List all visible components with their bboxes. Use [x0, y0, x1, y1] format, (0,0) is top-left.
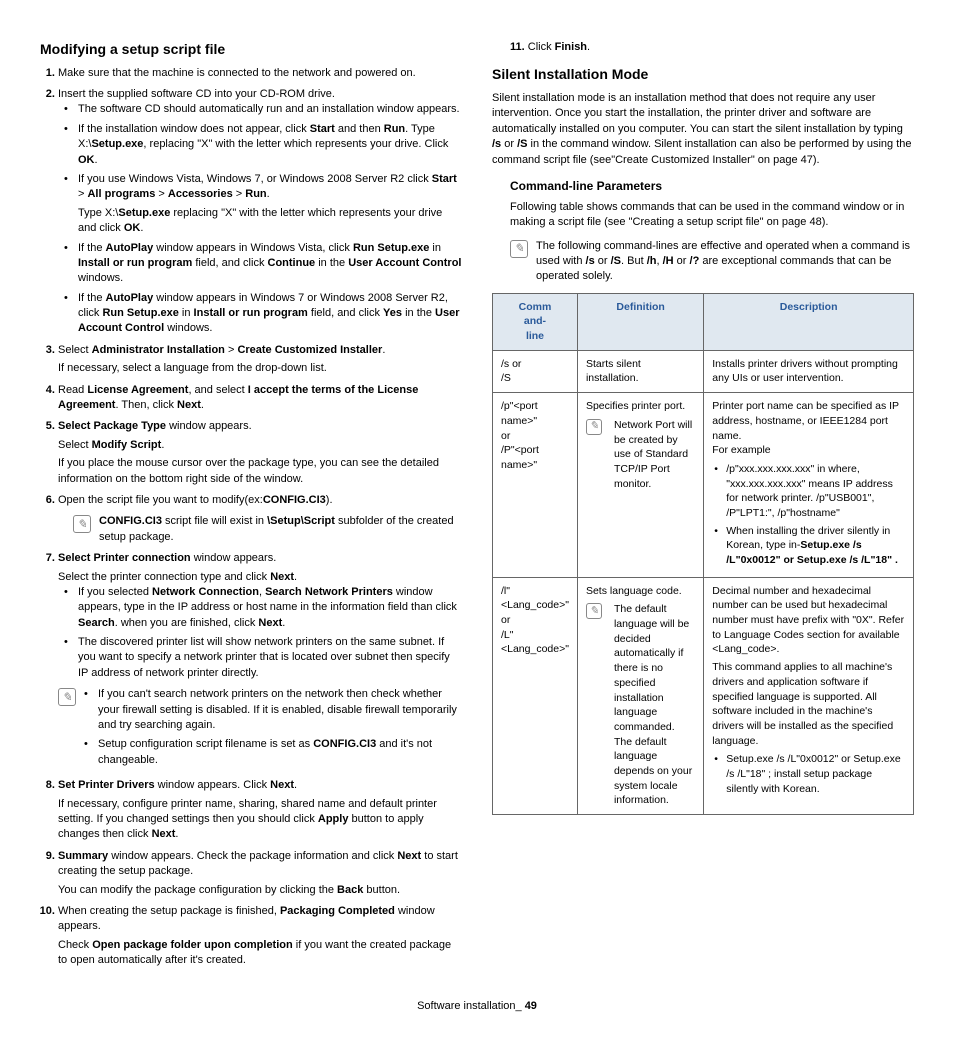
th-commandline: Comm and- line — [493, 293, 578, 350]
page-footer: Software installation_ 49 — [40, 999, 914, 1014]
page: Modifying a setup script file Make sure … — [40, 40, 914, 975]
table-row-p: /p"<port name>" or /P"<port name>" Speci… — [493, 393, 914, 578]
steps-list: Make sure that the machine is connected … — [40, 66, 462, 969]
step-1: Make sure that the machine is connected … — [58, 66, 462, 81]
step2-bullet-d: If the AutoPlay window appears in Window… — [78, 241, 462, 287]
step-11: 11. Click Finish. — [492, 40, 914, 55]
step-2: Insert the supplied software CD into you… — [58, 87, 462, 337]
silent-intro: Silent installation mode is an installat… — [492, 91, 914, 168]
th-definition: Definition — [577, 293, 703, 350]
step2-bullet-c: If you use Windows Vista, Windows 7, or … — [78, 172, 462, 237]
note-icon: ✎ — [58, 688, 76, 706]
step2-bullet-b: If the installation window does not appe… — [78, 122, 462, 168]
step2-bullet-e: If the AutoPlay window appears in Window… — [78, 291, 462, 337]
note-icon: ✎ — [510, 240, 528, 258]
note-icon: ✎ — [73, 515, 91, 533]
right-column: 11. Click Finish. Silent Installation Mo… — [492, 40, 914, 975]
left-column: Modifying a setup script file Make sure … — [40, 40, 462, 975]
step-3: Select Administrator Installation > Crea… — [58, 343, 462, 377]
th-description: Description — [704, 293, 914, 350]
step-9: Summary window appears. Check the packag… — [58, 849, 462, 898]
step7-bullet-2: The discovered printer list will show ne… — [78, 635, 462, 681]
note-icon: ✎ — [586, 603, 602, 619]
params-table: Comm and- line Definition Description /s… — [492, 293, 914, 815]
heading-cmdline: Command-line Parameters — [510, 178, 914, 195]
step-4: Read License Agreement, and select I acc… — [58, 383, 462, 414]
heading-silent: Silent Installation Mode — [492, 65, 914, 85]
note-step7: ✎ If you can't search network printers o… — [58, 687, 462, 772]
step-8: Set Printer Drivers window appears. Clic… — [58, 778, 462, 843]
step-6: Open the script file you want to modify(… — [58, 493, 462, 545]
note-cmdline: ✎ The following command-lines are effect… — [510, 239, 914, 285]
step-10: When creating the setup package is finis… — [58, 904, 462, 969]
step-7: Select Printer connection window appears… — [58, 551, 462, 772]
cmdline-para: Following table shows commands that can … — [510, 200, 914, 231]
table-row-s: /s or /S Starts silent installation. Ins… — [493, 350, 914, 392]
note-icon: ✎ — [586, 419, 602, 435]
step-5: Select Package Type window appears. Sele… — [58, 419, 462, 487]
heading-modifying: Modifying a setup script file — [40, 40, 462, 60]
step2-bullet-a: The software CD should automatically run… — [78, 102, 462, 117]
step7-bullet-1: If you selected Network Connection, Sear… — [78, 585, 462, 631]
table-row-l: /l"<Lang_code>" or /L"<Lang_code>" Sets … — [493, 577, 914, 814]
note-step6: ✎ CONFIG.CI3 script file will exist in \… — [73, 514, 462, 545]
